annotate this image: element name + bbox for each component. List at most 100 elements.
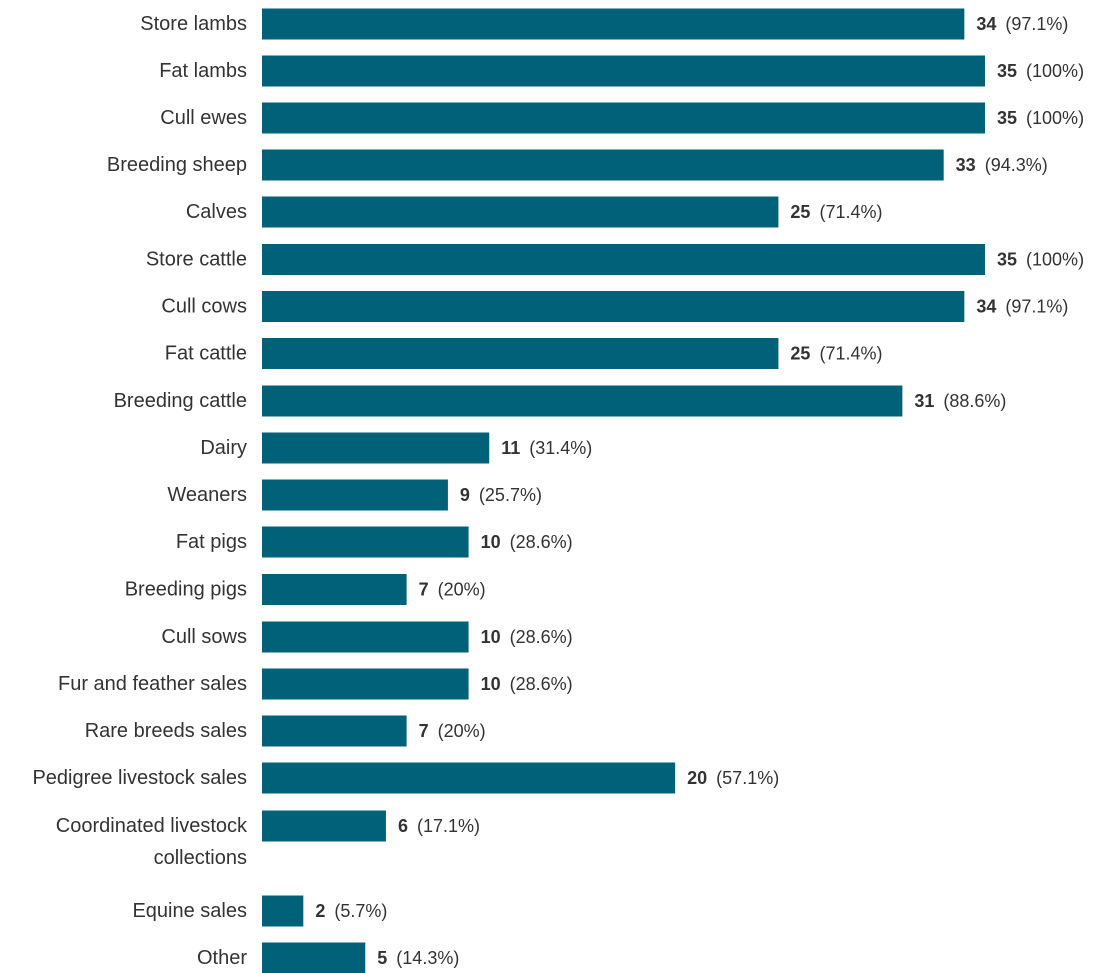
category-label-equine-sales: Equine sales	[132, 900, 247, 922]
category-label-breeding-pigs: Breeding pigs	[125, 579, 247, 601]
category-label-coordinated-livestock-collections: Coordinated livestock collections	[56, 815, 248, 869]
value-label-rare-breeds-sales: 7 (20%)	[419, 721, 486, 741]
value-count: 7	[419, 721, 429, 741]
value-label-cull-cows: 34 (97.1%)	[976, 297, 1068, 317]
value-count: 2	[315, 901, 325, 921]
value-percent: (25.7%)	[479, 485, 542, 505]
category-labels: Store lambs Fat lambs Cull ewes Breeding sh…	[32, 13, 248, 969]
bar-coordinated-livestock-collections	[262, 810, 386, 842]
value-label-pedigree-livestock-sales: 20 (57.1%)	[687, 768, 779, 788]
category-label-line: Rare breeds sales	[85, 720, 247, 742]
value-label-cull-ewes: 35 (100%)	[997, 108, 1084, 128]
value-count: 7	[419, 580, 429, 600]
value-label-breeding-pigs: 7 (20%)	[419, 580, 486, 600]
category-label-fat-pigs: Fat pigs	[176, 531, 247, 553]
value-percent: (100%)	[1026, 108, 1084, 128]
value-percent: (97.1%)	[1005, 14, 1068, 34]
value-count: 11	[501, 438, 520, 458]
bar-store-cattle	[262, 244, 985, 275]
value-percent: (31.4%)	[529, 438, 592, 458]
category-label-dairy: Dairy	[200, 437, 247, 459]
value-count: 20	[687, 768, 707, 788]
bar-calves	[262, 196, 779, 228]
category-label-cull-ewes: Cull ewes	[160, 107, 247, 129]
category-label-line: Weaners	[167, 484, 247, 506]
value-percent: (28.6%)	[510, 627, 573, 647]
category-label-line: collections	[154, 847, 247, 869]
category-label-other: Other	[197, 947, 247, 969]
category-label-line: Cull cows	[161, 296, 247, 318]
category-label-fat-cattle: Fat cattle	[165, 343, 247, 365]
value-percent: (14.3%)	[396, 948, 459, 968]
bar-rare-breeds-sales	[262, 715, 407, 747]
value-percent: (71.4%)	[819, 202, 882, 222]
value-label-breeding-sheep: 33 (94.3%)	[956, 155, 1048, 175]
category-label-line: Breeding pigs	[125, 579, 247, 601]
value-percent: (28.6%)	[510, 532, 573, 552]
bar-dairy	[262, 432, 490, 464]
category-label-cull-sows: Cull sows	[161, 626, 247, 648]
category-label-line: Pedigree livestock sales	[32, 767, 247, 789]
value-percent: (20%)	[438, 580, 486, 600]
category-label-line: Cull sows	[161, 626, 247, 648]
bar-weaners	[262, 479, 448, 511]
value-count: 9	[460, 485, 470, 505]
value-percent: (5.7%)	[334, 901, 387, 921]
value-percent: (57.1%)	[716, 768, 779, 788]
value-percent: (71.4%)	[819, 344, 882, 364]
value-label-equine-sales: 2 (5.7%)	[315, 901, 387, 921]
category-label-breeding-sheep: Breeding sheep	[107, 154, 247, 176]
value-label-fur-and-feather-sales: 10 (28.6%)	[481, 674, 573, 694]
value-count: 31	[914, 391, 934, 411]
category-label-store-lambs: Store lambs	[140, 13, 247, 35]
value-label-cull-sows: 10 (28.6%)	[481, 627, 573, 647]
value-label-coordinated-livestock-collections: 6 (17.1%)	[398, 816, 480, 836]
value-label-dairy: 11 (31.4%)	[501, 438, 592, 458]
value-count: 34	[976, 14, 996, 34]
value-percent: (100%)	[1026, 250, 1084, 270]
category-label-line: Fat lambs	[159, 60, 247, 82]
value-label-store-lambs: 34 (97.1%)	[976, 14, 1068, 34]
value-count: 25	[790, 344, 810, 364]
category-label-breeding-cattle: Breeding cattle	[114, 390, 247, 412]
value-count: 5	[377, 948, 387, 968]
value-count: 34	[976, 297, 996, 317]
category-label-calves: Calves	[186, 201, 247, 223]
bar-cull-cows	[262, 291, 965, 322]
category-label-line: Other	[197, 947, 247, 969]
category-label-line: Fur and feather sales	[58, 673, 247, 695]
category-label-line: Dairy	[200, 437, 247, 459]
category-label-line: Breeding sheep	[107, 154, 247, 176]
value-count: 10	[481, 627, 501, 647]
category-label-line: Coordinated livestock	[56, 815, 248, 837]
bar-fur-and-feather-sales	[262, 668, 469, 700]
bar-fat-lambs	[262, 55, 985, 87]
bar-fat-pigs	[262, 526, 469, 558]
bar-store-lambs	[262, 8, 965, 40]
category-label-line: Store lambs	[140, 13, 247, 35]
value-count: 10	[481, 532, 501, 552]
value-percent: (100%)	[1026, 61, 1084, 81]
category-label-fat-lambs: Fat lambs	[159, 60, 247, 82]
value-label-fat-cattle: 25 (71.4%)	[790, 344, 882, 364]
bar-cull-ewes	[262, 102, 985, 134]
category-label-line: Equine sales	[132, 900, 247, 922]
value-count: 35	[997, 108, 1017, 128]
category-label-weaners: Weaners	[167, 484, 247, 506]
bar-pedigree-livestock-sales	[262, 762, 676, 794]
value-labels: 34 (97.1%)35 (100%)35 (100%)33 (94.3%)25 (71.…	[315, 14, 1084, 968]
bar-other	[262, 942, 366, 973]
bar-breeding-pigs	[262, 574, 407, 605]
category-label-line: Breeding cattle	[114, 390, 247, 412]
category-label-fur-and-feather-sales: Fur and feather sales	[58, 673, 247, 695]
category-label-pedigree-livestock-sales: Pedigree livestock sales	[32, 767, 247, 789]
value-percent: (20%)	[438, 721, 486, 741]
value-count: 6	[398, 816, 408, 836]
value-count: 33	[956, 155, 976, 175]
value-label-breeding-cattle: 31 (88.6%)	[914, 391, 1006, 411]
category-label-store-cattle: Store cattle	[146, 249, 247, 271]
value-label-other: 5 (14.3%)	[377, 948, 459, 968]
value-count: 35	[997, 61, 1017, 81]
bar-breeding-sheep	[262, 149, 944, 181]
